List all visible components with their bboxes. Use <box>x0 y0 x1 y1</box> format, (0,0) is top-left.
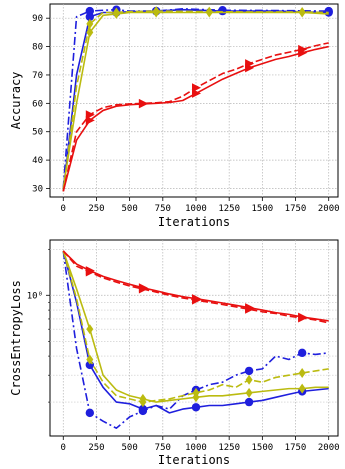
accuracy-y-tick-label: 50 <box>32 128 43 138</box>
accuracy-series-marker <box>152 6 160 17</box>
loss-series-marker <box>85 267 95 277</box>
accuracy-series-3 <box>62 6 329 192</box>
accuracy-series-0 <box>62 6 333 192</box>
accuracy-series-marker <box>85 6 95 16</box>
loss-series-marker <box>245 387 253 398</box>
loss-series-marker <box>298 313 308 323</box>
accuracy-series-marker <box>85 110 95 120</box>
loss-series-marker <box>192 387 200 398</box>
accuracy-x-ticks: 0 250 500 750 1000 1250 1500 1750 2000 <box>61 197 340 214</box>
accuracy-x-tick-label: 750 <box>155 204 171 214</box>
loss-series-marker <box>139 397 147 408</box>
loss-chart: 0 250 500 750 1000 1250 1500 1750 2000 10⁰ Itera… <box>9 239 340 467</box>
accuracy-series-marker <box>205 6 213 17</box>
loss-y-ticks: 10⁰ <box>27 248 50 403</box>
loss-series-marker <box>86 324 94 335</box>
accuracy-x-tick-label: 2000 <box>318 204 340 214</box>
loss-series-line <box>62 250 329 403</box>
accuracy-series-group <box>62 5 333 192</box>
loss-series-3 <box>62 250 329 408</box>
loss-x-tick-label: 1750 <box>285 443 307 453</box>
loss-series-marker <box>191 403 201 412</box>
accuracy-x-tick-label: 1250 <box>218 204 240 214</box>
accuracy-x-tick-label: 1500 <box>252 204 274 214</box>
accuracy-y-axis-label: Accuracy <box>9 72 23 130</box>
loss-series-marker <box>245 374 253 385</box>
accuracy-y-tick-label: 40 <box>32 156 43 166</box>
accuracy-y-tick-label: 80 <box>32 43 43 53</box>
loss-series-marker <box>297 348 307 358</box>
accuracy-y-tick-label: 60 <box>32 99 43 109</box>
loss-x-tick-label: 250 <box>88 443 104 453</box>
loss-series-marker <box>138 406 148 416</box>
accuracy-series-line <box>62 10 329 192</box>
accuracy-grid <box>50 4 338 197</box>
accuracy-series-marker <box>298 44 308 54</box>
accuracy-series-marker <box>191 83 201 93</box>
loss-x-tick-label: 500 <box>121 443 137 453</box>
loss-x-ticks: 0 250 500 750 1000 1250 1500 1750 2000 <box>61 436 340 453</box>
accuracy-y-ticks: 30 40 50 60 70 80 90 <box>32 14 50 194</box>
loss-series-marker <box>244 366 254 376</box>
loss-y-tick-label: 10⁰ <box>27 291 43 301</box>
loss-series-marker <box>85 408 95 418</box>
loss-series-marker <box>138 284 148 294</box>
accuracy-series-marker <box>86 27 94 38</box>
accuracy-series-5 <box>62 42 329 192</box>
loss-x-tick-label: 1250 <box>218 443 240 453</box>
accuracy-x-tick-label: 0 <box>61 204 66 214</box>
loss-series-marker <box>244 397 254 407</box>
accuracy-series-marker <box>298 6 306 17</box>
accuracy-series-marker <box>191 88 201 98</box>
accuracy-y-tick-label: 70 <box>32 71 43 81</box>
loss-series-marker <box>298 368 306 379</box>
accuracy-chart: 0 250 500 750 1000 1250 1500 1750 2000 30 40 50 60 7… <box>9 3 340 229</box>
loss-x-tick-label: 2000 <box>318 443 340 453</box>
accuracy-x-axis-label: Iterations <box>158 215 230 229</box>
accuracy-x-tick-label: 1000 <box>185 204 207 214</box>
loss-series-group <box>62 250 329 429</box>
accuracy-x-tick-label: 250 <box>88 204 104 214</box>
loss-series-5 <box>62 250 329 324</box>
accuracy-series-marker <box>85 115 95 125</box>
loss-series-marker <box>298 383 306 394</box>
loss-series-marker <box>191 295 201 305</box>
accuracy-x-tick-label: 500 <box>121 204 137 214</box>
accuracy-series-1 <box>62 5 333 189</box>
accuracy-series-marker <box>138 98 148 108</box>
loss-y-axis-label: CrossEntropyLoss <box>9 280 23 396</box>
accuracy-series-marker <box>86 18 94 29</box>
loss-x-tick-label: 1000 <box>185 443 207 453</box>
accuracy-series-marker <box>245 59 255 69</box>
loss-x-tick-label: 1500 <box>252 443 274 453</box>
loss-x-tick-label: 750 <box>155 443 171 453</box>
accuracy-x-tick-label: 1750 <box>285 204 307 214</box>
accuracy-y-tick-label: 90 <box>32 14 43 24</box>
loss-x-tick-label: 0 <box>61 443 66 453</box>
loss-series-marker <box>86 354 94 365</box>
loss-x-axis-label: Iterations <box>158 453 230 467</box>
accuracy-series-line <box>62 8 329 189</box>
accuracy-series-marker <box>112 7 120 18</box>
accuracy-y-tick-label: 30 <box>32 184 43 194</box>
loss-series-marker <box>245 304 255 314</box>
loss-plot-frame <box>49 239 339 437</box>
accuracy-plot-frame <box>49 3 339 198</box>
